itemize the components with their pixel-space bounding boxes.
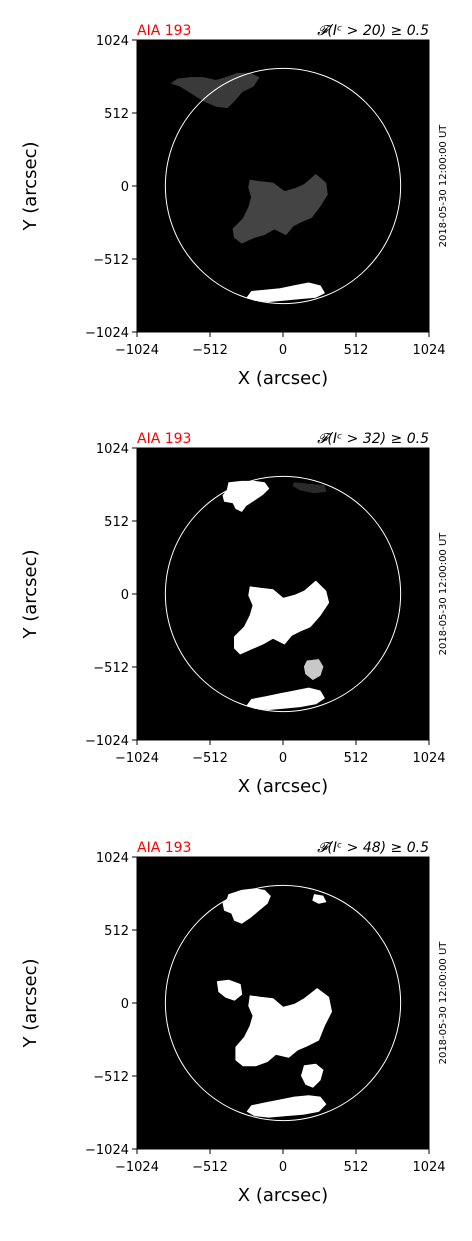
- y-tick-label: 512: [104, 515, 129, 530]
- x-tick-label: 1024: [412, 1160, 445, 1175]
- x-tick-label: −512: [192, 751, 228, 766]
- x-axis-label: X (arcsec): [238, 1185, 328, 1206]
- x-tick-label: 0: [279, 751, 287, 766]
- x-tick-label: 512: [344, 751, 369, 766]
- y-axis-label: Y (arcsec): [20, 958, 41, 1048]
- x-tick-label: −512: [192, 1160, 228, 1175]
- instrument-label: AIA 193: [137, 23, 191, 39]
- y-tick-label: 0: [121, 180, 129, 195]
- threshold-title: 𝓕(Iᶜ > 32) ≥ 0.5: [317, 431, 429, 447]
- x-tick-label: −1024: [115, 1160, 159, 1175]
- y-tick-label: −512: [93, 253, 129, 268]
- x-tick-label: 1024: [412, 751, 445, 766]
- y-tick-label: 1024: [96, 34, 129, 49]
- timestamp-label: 2018-05-30 12:00:00 UT: [438, 532, 449, 656]
- x-tick-label: 0: [279, 1160, 287, 1175]
- y-tick-label: 0: [121, 588, 129, 603]
- instrument-label: AIA 193: [137, 840, 191, 856]
- timestamp-label: 2018-05-30 12:00:00 UT: [438, 941, 449, 1065]
- instrument-label: AIA 193: [137, 431, 191, 447]
- x-tick-label: −512: [192, 343, 228, 358]
- x-tick-label: −1024: [115, 751, 159, 766]
- y-tick-label: −1024: [85, 1143, 129, 1158]
- x-tick-label: 1024: [412, 343, 445, 358]
- y-tick-label: −512: [93, 1070, 129, 1085]
- x-tick-label: −1024: [115, 343, 159, 358]
- threshold-title: 𝓕(Iᶜ > 20) ≥ 0.5: [317, 23, 429, 39]
- y-tick-label: 1024: [96, 851, 129, 866]
- panel-3: −1024 −512 0 512 1024 −1024 −512 0 512 1024 X (arc…: [20, 840, 449, 1206]
- y-tick-label: −1024: [85, 326, 129, 341]
- x-axis-label: X (arcsec): [238, 368, 328, 389]
- panel-1: −1024 −512 0 512 1024 −1024 −512 0 512 1024 X (arc…: [20, 23, 449, 389]
- y-tick-label: −512: [93, 661, 129, 676]
- y-tick-label: −1024: [85, 734, 129, 749]
- x-tick-label: 512: [344, 1160, 369, 1175]
- y-tick-label: 512: [104, 107, 129, 122]
- x-axis-label: X (arcsec): [238, 776, 328, 797]
- panel-2: −1024 −512 0 512 1024 −1024 −512 0 512 1024 X (arc…: [20, 431, 449, 797]
- y-axis-label: Y (arcsec): [20, 549, 41, 639]
- y-tick-label: 0: [121, 997, 129, 1012]
- threshold-title: 𝓕(Iᶜ > 48) ≥ 0.5: [317, 840, 429, 856]
- x-tick-label: 0: [279, 343, 287, 358]
- x-tick-label: 512: [344, 343, 369, 358]
- y-tick-label: 512: [104, 924, 129, 939]
- y-axis-label: Y (arcsec): [20, 141, 41, 231]
- timestamp-label: 2018-05-30 12:00:00 UT: [438, 124, 449, 248]
- y-tick-label: 1024: [96, 442, 129, 457]
